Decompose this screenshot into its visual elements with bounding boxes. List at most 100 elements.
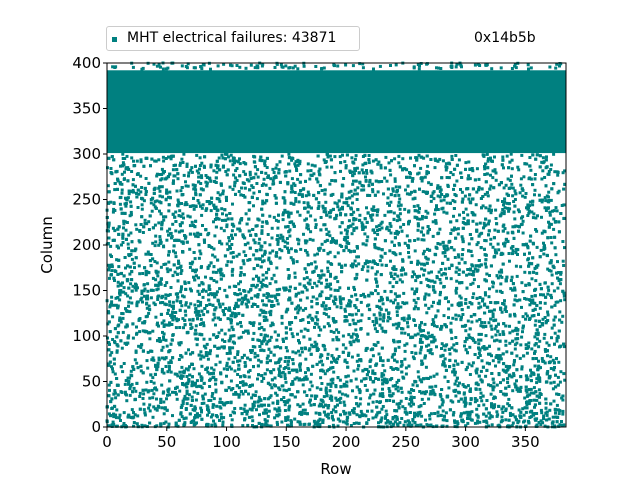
failure-point: [530, 347, 534, 351]
failure-point: [407, 192, 411, 196]
failure-point: [331, 423, 335, 427]
failure-point: [411, 197, 415, 201]
failure-point: [374, 318, 378, 322]
failure-point: [527, 257, 530, 261]
failure-point: [388, 399, 392, 402]
failure-point: [221, 302, 225, 306]
failure-point: [390, 355, 394, 359]
failure-point: [293, 377, 297, 381]
failure-point: [398, 218, 402, 222]
failure-point: [237, 288, 241, 292]
failure-point: [467, 333, 471, 337]
failure-point: [324, 227, 328, 231]
failure-point: [504, 339, 508, 343]
failure-point: [454, 154, 458, 157]
failure-point: [168, 190, 172, 194]
failure-point: [368, 178, 372, 182]
failure-point: [260, 229, 264, 233]
failure-point: [444, 344, 448, 348]
failure-point: [459, 303, 463, 307]
failure-point: [359, 409, 363, 413]
failure-point: [225, 225, 229, 229]
failure-point: [217, 316, 220, 320]
failure-point: [489, 173, 492, 177]
failure-point: [283, 409, 287, 412]
failure-point: [386, 210, 390, 214]
failure-point: [317, 280, 321, 284]
failure-point: [439, 268, 443, 271]
failure-point: [259, 308, 263, 312]
failure-point: [154, 278, 158, 282]
failure-point: [529, 387, 533, 391]
failure-point: [408, 391, 412, 395]
failure-point: [457, 261, 461, 265]
failure-point: [544, 209, 548, 212]
failure-point: [389, 259, 392, 263]
failure-point: [408, 316, 411, 320]
failure-point: [366, 304, 369, 308]
failure-point: [380, 180, 384, 183]
failure-point: [379, 356, 382, 360]
failure-point: [334, 396, 338, 400]
failure-point: [110, 273, 113, 277]
failure-point: [444, 168, 448, 172]
failure-point: [521, 231, 525, 235]
failure-point: [297, 242, 301, 246]
failure-point: [471, 169, 475, 173]
failure-point: [520, 305, 523, 309]
failure-point: [297, 200, 301, 204]
failure-point: [384, 308, 388, 312]
failure-point: [115, 408, 119, 412]
failure-point: [286, 241, 290, 245]
failure-point: [231, 267, 235, 271]
failure-point: [552, 380, 556, 384]
failure-point: [306, 202, 310, 206]
failure-point: [162, 325, 166, 328]
failure-point: [540, 357, 544, 360]
failure-point: [422, 262, 426, 266]
failure-point: [118, 202, 122, 206]
failure-point: [205, 342, 209, 346]
failure-point: [284, 310, 288, 314]
failure-point: [326, 155, 330, 159]
failure-point: [393, 292, 397, 296]
failure-point: [363, 225, 367, 229]
failure-point: [260, 348, 264, 352]
failure-point: [380, 226, 384, 230]
failure-point: [194, 398, 198, 402]
failure-point: [142, 283, 146, 287]
failure-point: [520, 367, 524, 371]
failure-point: [478, 232, 482, 236]
failure-point: [129, 210, 133, 214]
failure-point: [248, 173, 252, 177]
failure-point: [282, 388, 286, 392]
failure-point: [276, 234, 280, 238]
failure-point: [132, 386, 136, 390]
failure-point: [359, 397, 363, 401]
failure-point: [153, 260, 157, 263]
failure-point: [375, 270, 379, 274]
failure-point: [250, 184, 254, 188]
failure-point: [528, 200, 532, 204]
failure-point: [258, 237, 262, 241]
failure-point: [213, 218, 217, 221]
failure-point: [108, 305, 112, 309]
failure-point: [246, 423, 250, 427]
failure-point: [367, 317, 371, 320]
failure-point: [230, 418, 234, 422]
failure-point: [178, 223, 182, 226]
failure-point: [225, 295, 229, 299]
failure-point: [236, 322, 240, 326]
failure-point: [283, 199, 287, 203]
failure-point: [329, 272, 332, 276]
failure-point: [426, 164, 430, 168]
failure-point: [212, 220, 215, 224]
failure-point: [199, 406, 203, 410]
failure-point: [371, 213, 375, 217]
failure-point: [433, 212, 437, 216]
failure-point: [558, 423, 562, 427]
failure-point: [306, 162, 310, 166]
failure-point: [241, 383, 245, 387]
failure-point: [402, 423, 406, 427]
failure-point: [468, 177, 472, 181]
